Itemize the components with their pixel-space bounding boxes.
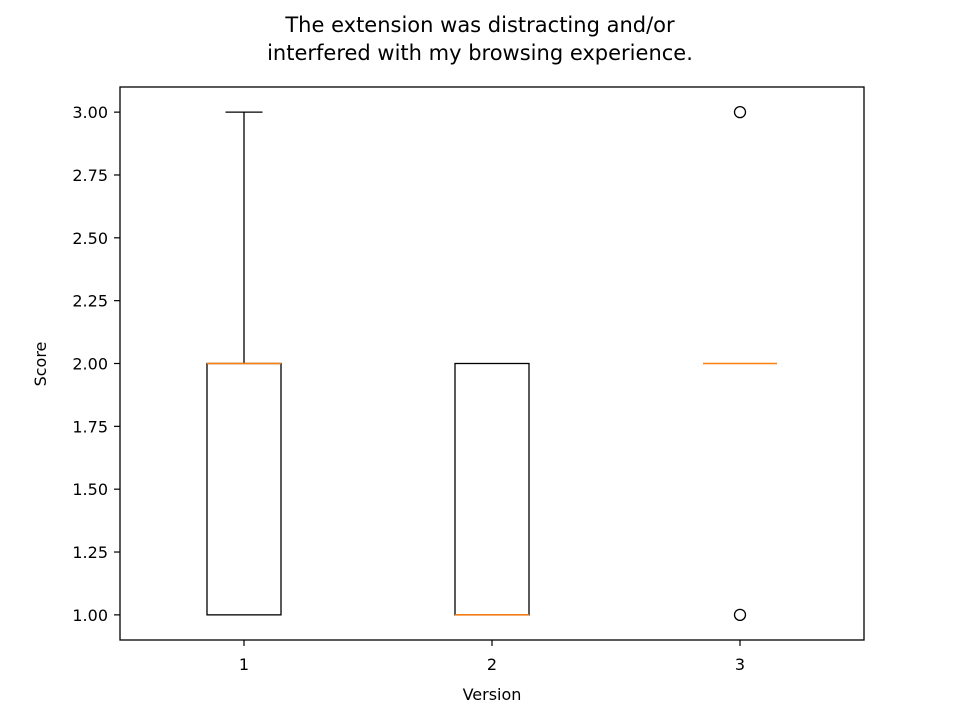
x-tick-label: 3 xyxy=(735,655,745,674)
plot-frame xyxy=(119,86,865,641)
x-tick-label: 2 xyxy=(487,655,497,674)
y-axis-ticks: 1.00 1.25 1.50 1.75 2.00 2.25 2.50 2.75 3.00 xyxy=(72,103,120,625)
y-tick-label: 1.75 xyxy=(72,417,108,436)
y-tick-label: 1.00 xyxy=(72,606,108,625)
x-tick-label: 1 xyxy=(239,655,249,674)
x-axis-label: Version xyxy=(463,685,522,704)
box-iqr xyxy=(454,362,530,616)
y-axis-label: Score xyxy=(31,342,50,387)
y-tick-label: 2.75 xyxy=(72,166,108,185)
chart-marks xyxy=(206,105,777,622)
y-tick-label: 1.25 xyxy=(72,543,108,562)
x-axis-ticks: 1 2 3 xyxy=(239,640,745,674)
y-tick-label: 2.50 xyxy=(72,229,108,248)
y-tick-label: 3.00 xyxy=(72,103,108,122)
chart-title-line-2: interfered with my browsing experience. xyxy=(267,41,693,65)
y-tick-label: 1.50 xyxy=(72,480,108,499)
box-iqr xyxy=(206,362,282,616)
outlier-point xyxy=(733,105,747,119)
outlier-point xyxy=(733,608,747,622)
y-tick-label: 2.25 xyxy=(72,292,108,311)
chart-title-line-1: The extension was distracting and/or xyxy=(284,13,675,37)
y-tick-label: 2.00 xyxy=(72,355,108,374)
